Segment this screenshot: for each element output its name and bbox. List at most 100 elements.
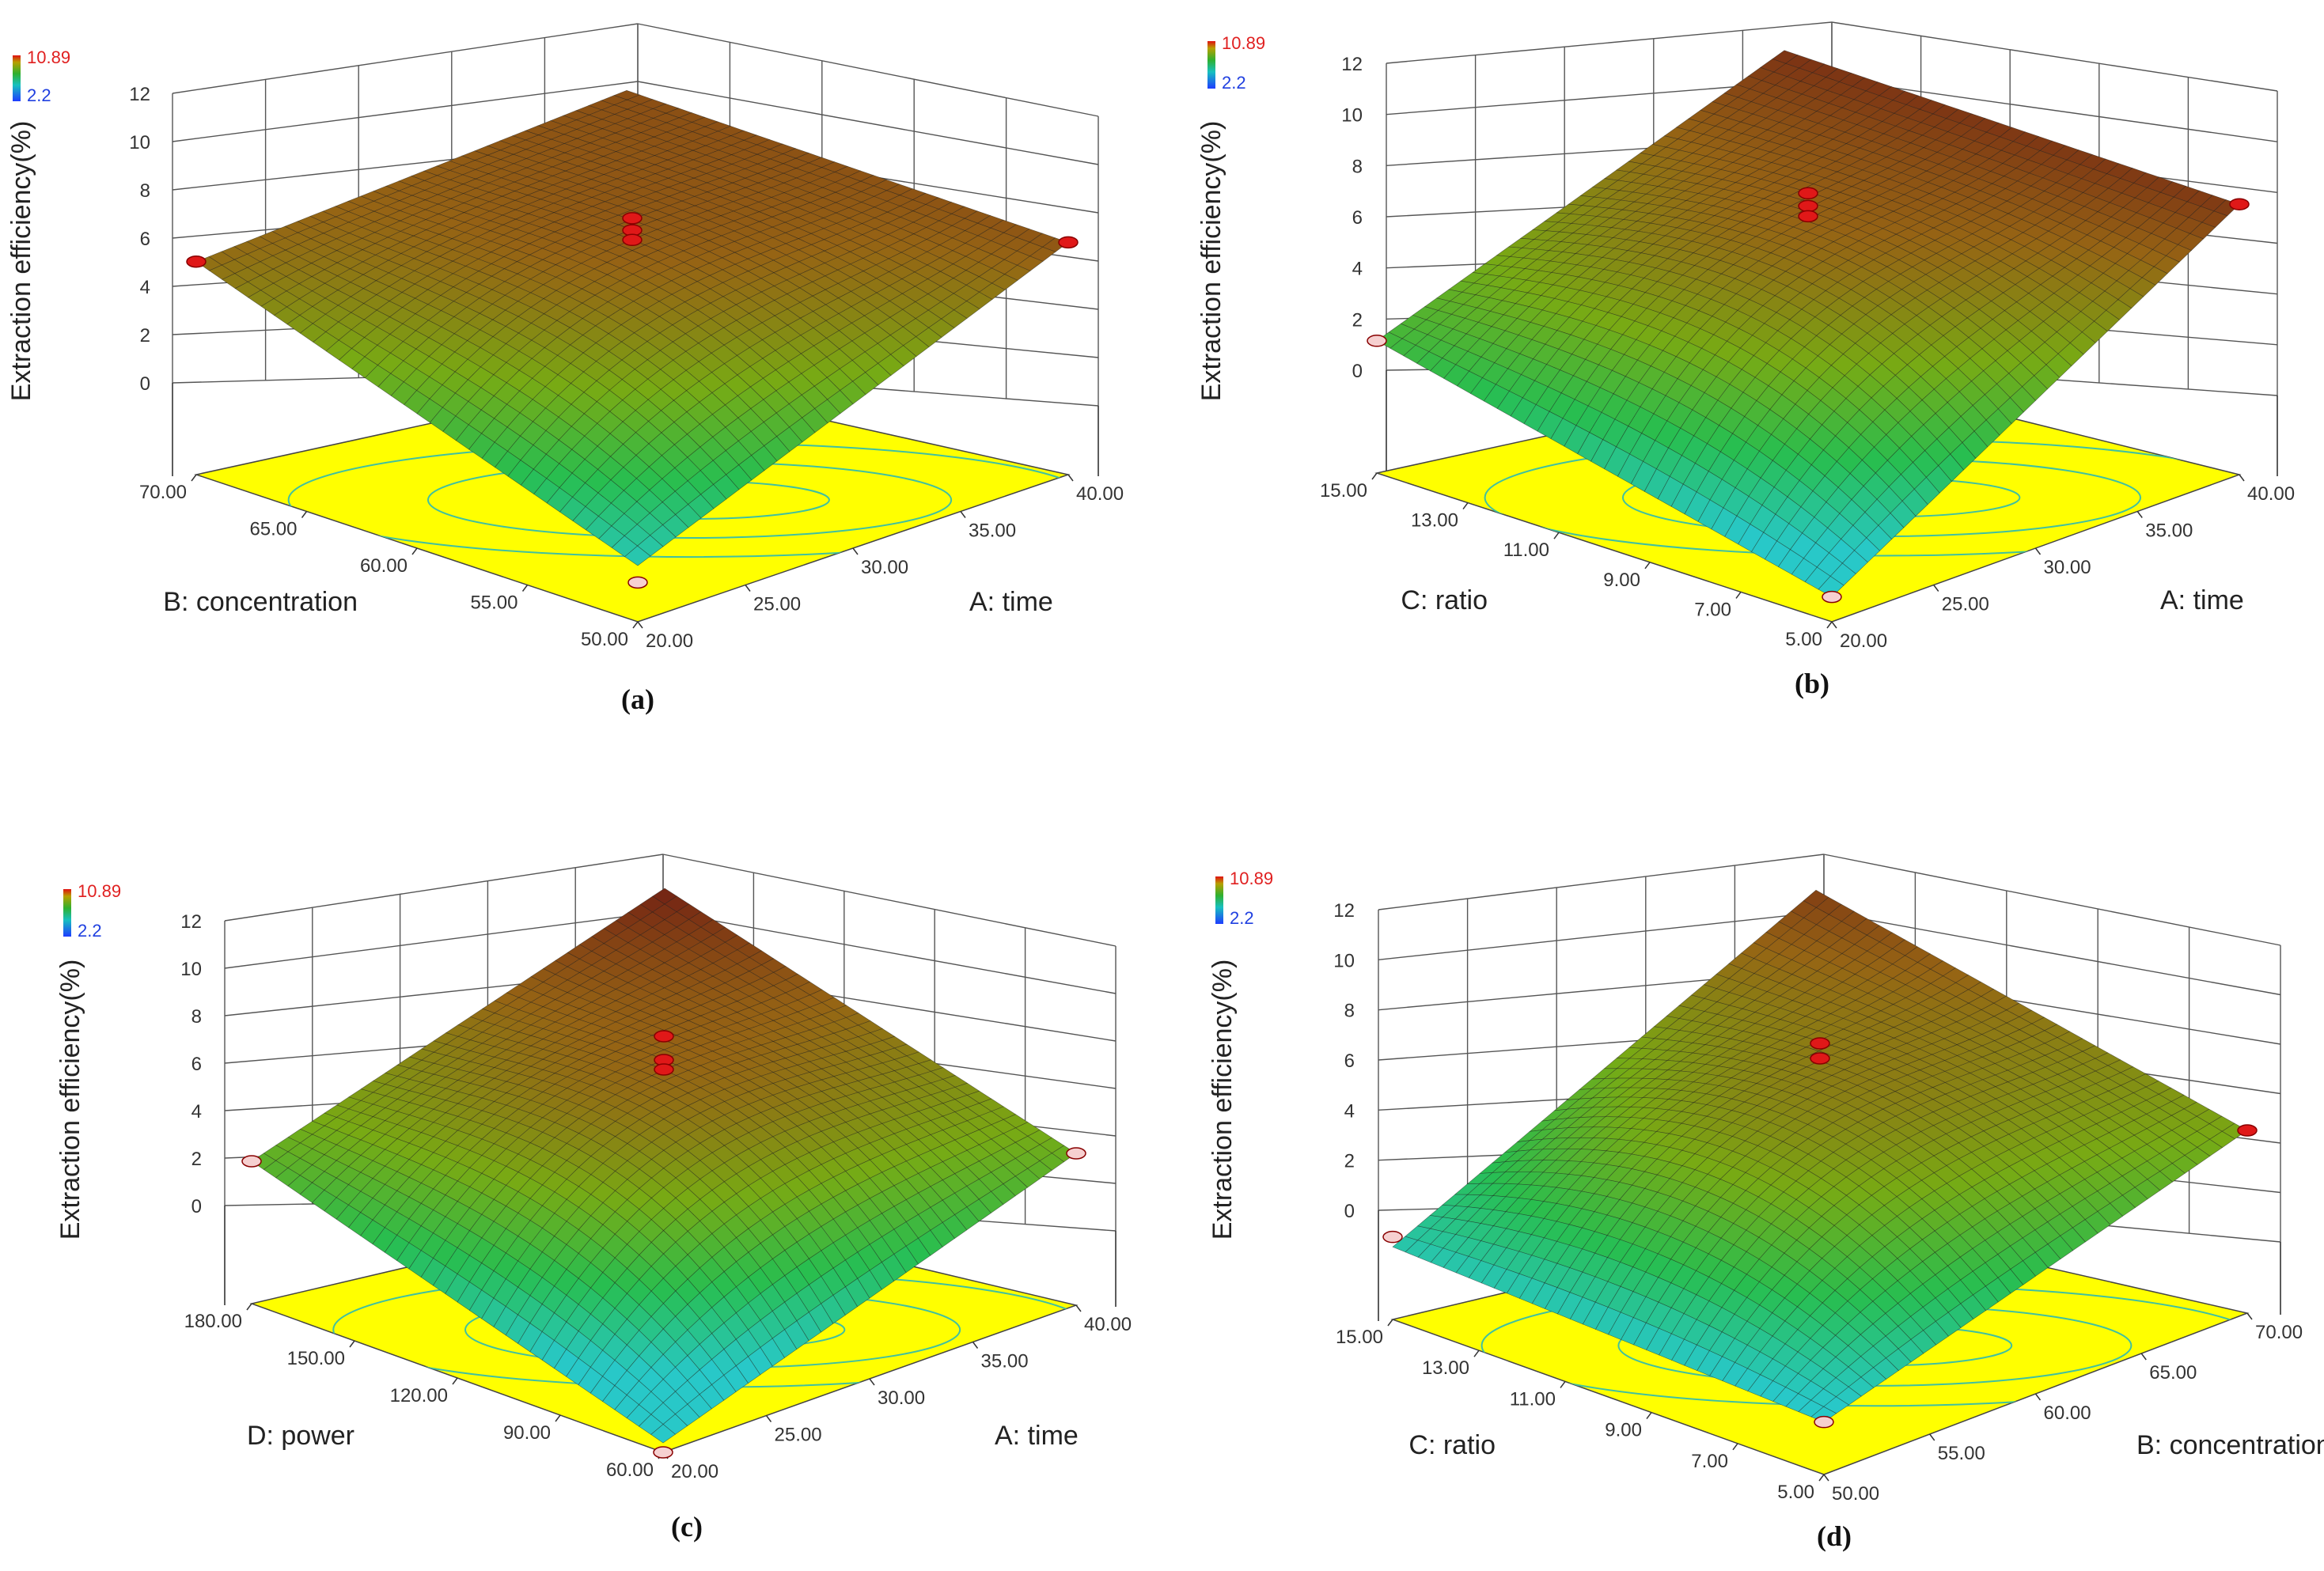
design-point [2237,1124,2258,1137]
x-tick-label: 50.00 [1832,1483,1879,1505]
panel-label: (b) [1795,668,1829,699]
design-point [1798,210,1818,223]
y-tick [1371,472,1378,480]
y-tick-label: 90.00 [503,1422,551,1444]
x-tick-label: 35.00 [981,1351,1029,1372]
y-tick [411,547,418,555]
design-point [1798,199,1818,213]
y-tick-label: 9.00 [1605,1420,1642,1441]
y-tick-label: 15.00 [1336,1327,1383,1348]
y-tick-label: 13.00 [1411,510,1458,532]
y-tick [1826,621,1833,629]
y-axis-title: B: concentration [163,587,358,617]
colorbar-max-label: 10.89 [1230,869,1273,888]
z-tick-label: 10 [129,132,150,153]
x-tick [2136,511,2143,518]
x-tick-label: 25.00 [1942,594,1989,615]
x-tick-label: 35.00 [2145,521,2193,542]
x-tick [1933,585,1939,592]
x-tick [2034,1393,2042,1401]
x-tick [1929,1433,1935,1441]
x-tick-label: 20.00 [1840,630,1887,652]
x-tick-label: 40.00 [2247,483,2295,505]
x-tick [2034,547,2042,555]
z-tick-label: 2 [140,325,150,346]
y-axis-title: D: power [247,1421,354,1451]
x-tick-label: 20.00 [671,1461,718,1482]
z-tick-label: 8 [191,1006,202,1028]
y-tick-label: 55.00 [470,592,517,614]
z-tick-label: 0 [1352,361,1363,382]
grid-line [1831,21,2278,92]
design-point [653,1446,673,1459]
x-tick [1075,1304,1082,1312]
x-tick-label: 55.00 [1938,1443,1985,1464]
y-tick-label: 13.00 [1422,1357,1469,1379]
x-axis-title: B: concentration [2136,1430,2324,1460]
z-tick-label: 6 [191,1054,202,1075]
surface-cell [1818,576,1844,597]
design-point [627,576,648,589]
design-point [1058,236,1079,249]
z-tick-label: 4 [1352,259,1363,280]
design-point [1382,1230,1403,1244]
y-axis-title: C: ratio [1408,1430,1496,1460]
x-tick [869,1378,875,1386]
y-tick [1818,1474,1825,1482]
x-tick [852,547,859,555]
y-tick-label: 120.00 [390,1385,448,1406]
z-tick-label: 6 [140,229,150,250]
z-axis-label: Extraction efficiency(%) [55,960,85,1240]
y-tick [1387,1319,1393,1327]
x-tick [2239,474,2245,482]
y-tick [246,1303,252,1311]
colorbar-min-label: 2.2 [78,921,102,941]
y-tick-label: 60.00 [360,555,408,577]
x-axis-title: A: time [2160,585,2244,615]
grid-line [1823,854,2281,946]
z-tick-label: 8 [1352,156,1363,177]
panel-label: (d) [1817,1520,1852,1552]
colorbar-min-label: 2.2 [1230,908,1254,928]
z-tick-label: 12 [129,84,150,105]
design-point [654,1030,674,1043]
grid-line [1386,21,1833,64]
design-point [1814,1415,1834,1429]
grid-line [637,23,1099,117]
grid-line [637,81,1099,165]
x-tick [1067,474,1074,482]
y-tick [301,511,308,518]
z-tick-label: 4 [140,277,150,298]
x-tick-label: 25.00 [753,594,801,615]
z-tick-label: 0 [191,1196,202,1217]
x-tick [2246,1312,2253,1320]
x-tick-label: 20.00 [646,630,693,652]
z-tick-label: 6 [1344,1050,1355,1072]
x-tick [1831,621,1837,629]
colorbar-min-label: 2.2 [27,85,51,105]
z-tick-label: 12 [1341,54,1363,75]
z-tick-label: 0 [1344,1201,1355,1222]
y-tick-label: 65.00 [249,519,297,540]
y-tick [1553,532,1560,539]
x-tick [765,1415,772,1422]
x-tick-label: 65.00 [2149,1362,2197,1384]
y-tick [1735,591,1742,599]
panel-label: (a) [621,683,654,715]
colorbar [1207,41,1215,89]
x-tick [1823,1474,1829,1482]
y-tick-label: 15.00 [1320,480,1367,502]
design-point [654,1063,674,1076]
x-tick-label: 30.00 [878,1387,925,1409]
x-tick [972,1342,979,1349]
z-axis-label: Extraction efficiency(%) [1207,960,1238,1240]
z-tick-label: 2 [1344,1151,1355,1172]
y-tick [1462,502,1469,510]
x-tick-label: 25.00 [775,1425,822,1446]
x-tick-label: 70.00 [2255,1322,2303,1343]
response-surface [195,89,1069,566]
design-point [622,212,643,225]
